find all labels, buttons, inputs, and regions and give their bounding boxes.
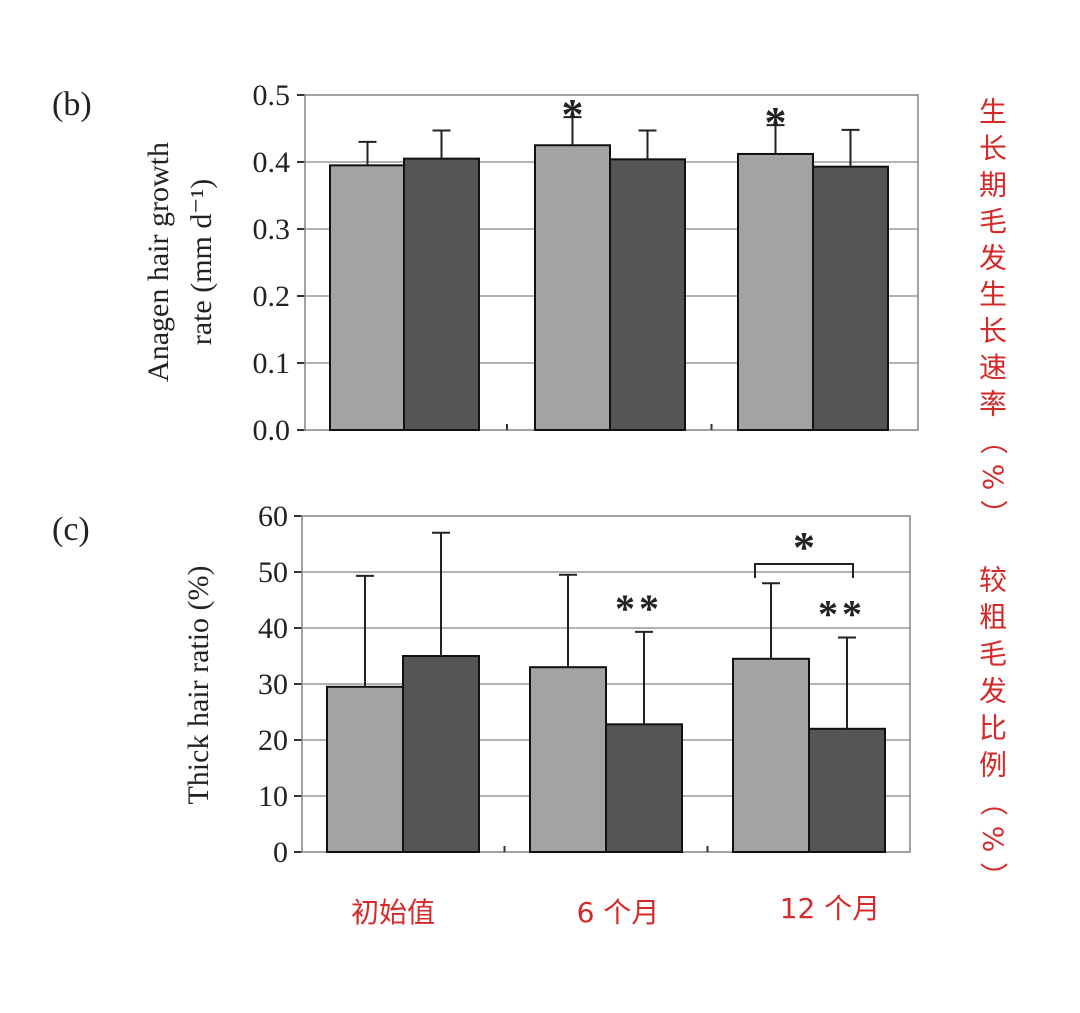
panel-b-side-label-char: 生 <box>979 278 1007 311</box>
panel-b-bar <box>403 157 480 431</box>
panel-b-ytick-label: 0.2 <box>253 280 291 313</box>
panel-c-side-label-char: （ <box>977 788 1010 816</box>
panel-c-significance-mark: ** <box>818 592 866 637</box>
panel-b-bar <box>737 152 814 432</box>
panel-b-significance-mark: * <box>765 98 787 147</box>
xlabel-12-months: 12 个月 <box>780 892 881 925</box>
panel-c-bracket-mark: * <box>793 523 815 572</box>
panel-c-bar <box>732 657 810 853</box>
panel-c-side-label-char: 例 <box>979 749 1007 782</box>
panel-c-ylabel: Thick hair ratio (%) <box>182 565 215 804</box>
panel-b-ytick-label: 0.5 <box>253 79 291 112</box>
panel-b-ylabel-line-1: Anagen hair growth <box>142 142 175 382</box>
panel-c-bar <box>326 685 404 853</box>
panel-b-side-label-char: 速 <box>979 351 1007 384</box>
panel-b-side-label-char: 长 <box>979 315 1007 348</box>
panel-c-bar <box>808 727 886 853</box>
panel-b-side-label-char: 长 <box>979 132 1007 165</box>
panel-c-significance-mark: ** <box>615 586 663 631</box>
panel-b-bar <box>609 158 686 431</box>
panel-c-ytick-label: 40 <box>258 612 288 645</box>
panel-c-ytick-label: 30 <box>258 668 288 701</box>
panel-c-side-label-char: 较 <box>979 564 1007 597</box>
panel-b-side-label-char: （ <box>977 426 1010 454</box>
panel-b-side-label-char: % <box>977 464 1010 491</box>
panel-b-ylabel-line-2: rate (mm d⁻¹) <box>185 179 218 345</box>
panel-b-side-label-char: 发 <box>979 242 1007 275</box>
panel-c-side-label-char: 毛 <box>979 638 1007 671</box>
panel-c-side-label-char: % <box>977 826 1010 853</box>
panel-b-label: (b) <box>52 86 92 123</box>
panel-b-chart: (b) Anagen hair growth rate (mm d⁻¹) 生长期… <box>52 79 1010 528</box>
panel-c-bar <box>605 723 683 854</box>
panel-b-side-label-char: 率 <box>979 388 1007 421</box>
panel-c-significance-bracket <box>754 563 854 578</box>
panel-c-side-label-char: 比 <box>979 712 1007 745</box>
panel-b-side-label-char: 毛 <box>979 205 1007 238</box>
panel-b-ytick-label: 0.3 <box>253 213 291 246</box>
panel-b-side-label-char: 期 <box>979 169 1007 202</box>
panel-b-bar <box>534 144 611 431</box>
panel-b-ytick-label: 0.0 <box>253 414 291 447</box>
panel-c-bar <box>529 666 607 854</box>
panel-c-ytick-label: 0 <box>273 836 288 869</box>
panel-c-side-label-char: ） <box>977 862 1010 890</box>
panel-c-label: (c) <box>52 511 90 548</box>
panel-c-bar <box>402 655 480 853</box>
panel-b-side-label-char: 生 <box>979 96 1007 129</box>
panel-b-bar <box>329 164 406 431</box>
panel-b-side-label-char: ） <box>977 499 1010 527</box>
panel-b-ytick-label: 0.4 <box>253 146 291 179</box>
panel-b-ytick-label: 0.1 <box>253 347 291 380</box>
panel-b-bar <box>812 165 889 431</box>
panel-c-ytick-label: 60 <box>258 500 288 533</box>
xlabel-6-months: 6 个月 <box>577 896 660 929</box>
panel-b-significance-mark: * <box>562 90 584 139</box>
panel-c-ytick-label: 10 <box>258 780 288 813</box>
panel-c-side-label-char: 发 <box>979 675 1007 708</box>
panel-c-ytick-label: 50 <box>258 556 288 589</box>
xlabel-baseline: 初始值 <box>351 896 435 929</box>
panel-c-ytick-label: 20 <box>258 724 288 757</box>
panel-c-side-label-char: 粗 <box>979 601 1007 634</box>
